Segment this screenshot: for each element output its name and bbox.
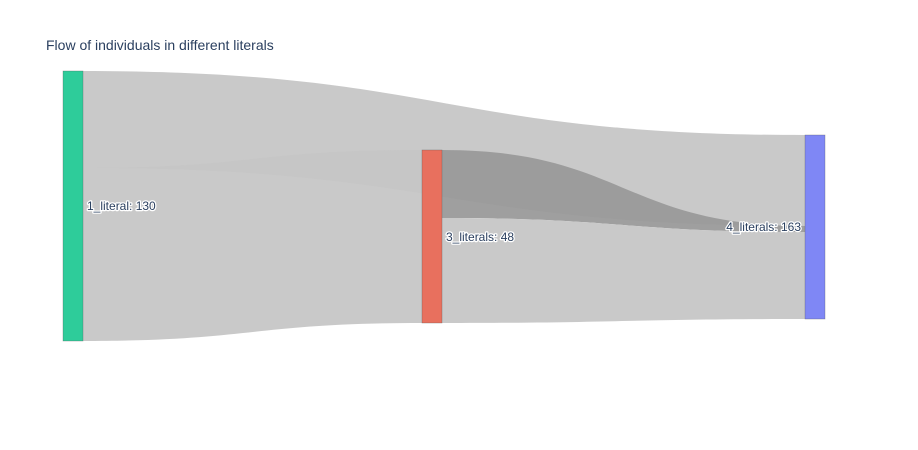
node-1_literal[interactable] bbox=[62, 70, 84, 342]
link-3_literals-to-4_literals-2[interactable] bbox=[442, 150, 805, 232]
node-label-4_literals: 4_literals: 163 bbox=[726, 220, 801, 234]
nodes-layer bbox=[62, 70, 826, 342]
link-1_literal-to-4_literals-0[interactable] bbox=[83, 71, 805, 226]
labels-layer: 1_literal: 130 3_literals: 48 4_literals: … bbox=[86, 198, 803, 246]
link-1_literal-to-3_literals-1[interactable] bbox=[83, 150, 422, 341]
node-label-1_literal: 1_literal: 130 bbox=[87, 199, 156, 213]
node-4_literals[interactable] bbox=[804, 134, 826, 320]
chart-title: Flow of individuals in different literal… bbox=[46, 37, 274, 53]
node-label-3_literals: 3_literals: 48 bbox=[446, 230, 514, 244]
links-layer bbox=[83, 71, 805, 341]
link-3_literals-to-4_literals-3[interactable] bbox=[442, 218, 805, 323]
node-3_literals[interactable] bbox=[421, 149, 443, 324]
